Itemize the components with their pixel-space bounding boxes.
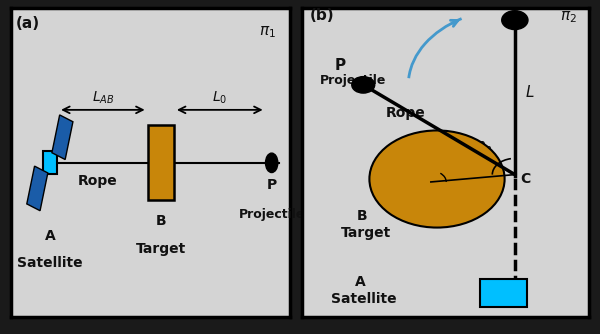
Text: (a): (a)	[16, 16, 40, 31]
Circle shape	[502, 11, 528, 29]
Polygon shape	[52, 115, 73, 160]
Text: Rope: Rope	[77, 174, 117, 188]
Text: Satellite: Satellite	[17, 256, 83, 270]
Text: X: X	[473, 179, 481, 189]
Text: $L_{AB}$: $L_{AB}$	[92, 90, 114, 106]
Text: Projectile: Projectile	[238, 208, 305, 221]
Text: Projectile: Projectile	[320, 74, 386, 87]
Text: Target: Target	[341, 226, 391, 240]
Text: Target: Target	[136, 242, 186, 256]
Text: C: C	[520, 172, 530, 186]
Text: O: O	[418, 181, 427, 191]
Text: B: B	[155, 214, 166, 227]
Text: B: B	[357, 209, 368, 223]
Text: Y: Y	[422, 144, 431, 154]
Text: $L$: $L$	[525, 84, 535, 100]
Circle shape	[352, 76, 375, 93]
Text: $\dot{\theta}_C$: $\dot{\theta}_C$	[452, 162, 466, 179]
Bar	[480, 279, 527, 307]
Text: $\theta_R$: $\theta_R$	[476, 140, 492, 157]
Text: P: P	[266, 178, 277, 192]
Circle shape	[266, 153, 278, 173]
Polygon shape	[43, 151, 57, 174]
Text: $L_0$: $L_0$	[212, 90, 227, 106]
Text: $\pi_1$: $\pi_1$	[259, 24, 276, 39]
Text: Rope: Rope	[386, 106, 425, 120]
Text: $\pi_2$: $\pi_2$	[560, 9, 577, 25]
Bar	[148, 125, 174, 200]
Text: Satellite: Satellite	[331, 292, 397, 306]
Text: P: P	[335, 58, 346, 73]
Text: (b): (b)	[310, 8, 335, 23]
Text: A: A	[355, 276, 366, 289]
Polygon shape	[27, 166, 48, 211]
Text: A: A	[44, 229, 55, 243]
Circle shape	[370, 131, 505, 227]
